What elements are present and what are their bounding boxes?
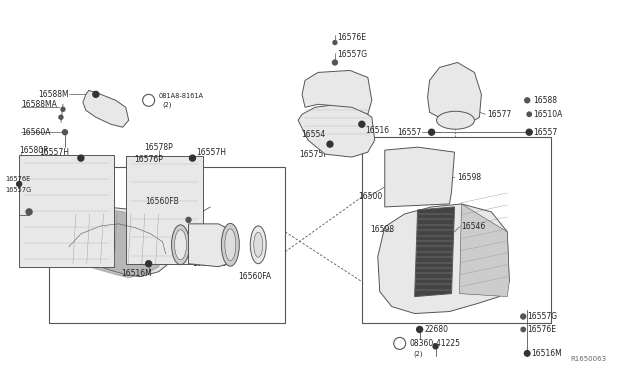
Text: 16598: 16598 xyxy=(370,225,394,234)
Circle shape xyxy=(521,314,525,319)
Circle shape xyxy=(526,129,532,135)
Text: 16557G: 16557G xyxy=(5,187,31,193)
Text: R1650063: R1650063 xyxy=(571,356,607,362)
Circle shape xyxy=(61,107,65,111)
Bar xyxy=(125,156,204,264)
Polygon shape xyxy=(298,104,375,157)
Text: 16588: 16588 xyxy=(533,96,557,105)
Circle shape xyxy=(327,141,333,147)
Circle shape xyxy=(93,92,99,97)
Circle shape xyxy=(525,98,530,103)
Polygon shape xyxy=(302,70,372,114)
Polygon shape xyxy=(59,207,171,277)
Circle shape xyxy=(63,130,67,135)
Ellipse shape xyxy=(436,111,474,129)
Circle shape xyxy=(332,60,337,65)
Text: 16560FA: 16560FA xyxy=(238,272,271,281)
Ellipse shape xyxy=(225,229,236,261)
Circle shape xyxy=(143,94,155,106)
Circle shape xyxy=(78,155,84,161)
Text: 08360-41225: 08360-41225 xyxy=(410,339,461,348)
Text: 16576P: 16576P xyxy=(134,155,163,164)
Circle shape xyxy=(186,217,191,222)
Circle shape xyxy=(359,121,365,127)
Text: 16575F: 16575F xyxy=(300,150,328,158)
Text: 16560FB: 16560FB xyxy=(146,198,179,206)
Text: 16578P: 16578P xyxy=(144,142,173,152)
Circle shape xyxy=(59,115,63,119)
Text: 16576E: 16576E xyxy=(5,176,31,182)
Circle shape xyxy=(394,337,406,349)
Polygon shape xyxy=(460,204,509,296)
Polygon shape xyxy=(428,62,481,124)
Bar xyxy=(49,167,285,324)
Circle shape xyxy=(524,350,530,356)
Text: 16557H: 16557H xyxy=(196,148,227,157)
Text: B: B xyxy=(147,98,151,103)
Circle shape xyxy=(417,327,422,333)
Text: 16580R: 16580R xyxy=(19,145,49,155)
Ellipse shape xyxy=(172,225,189,265)
Text: 16557H: 16557H xyxy=(39,148,69,157)
Polygon shape xyxy=(83,90,129,127)
Text: (2): (2) xyxy=(413,350,423,357)
Text: 16576E: 16576E xyxy=(337,33,366,42)
Circle shape xyxy=(26,209,32,215)
Text: 16557: 16557 xyxy=(533,128,557,137)
Ellipse shape xyxy=(221,223,239,266)
Text: 081A8-8161A: 081A8-8161A xyxy=(159,93,204,99)
Polygon shape xyxy=(415,207,454,296)
Text: 16560A: 16560A xyxy=(21,128,51,137)
Polygon shape xyxy=(385,147,454,207)
Text: 16516: 16516 xyxy=(365,126,389,135)
Text: 16577: 16577 xyxy=(488,110,511,119)
Text: 16588MA: 16588MA xyxy=(21,100,57,109)
Ellipse shape xyxy=(175,230,186,260)
Text: B: B xyxy=(397,341,402,346)
Text: 16598: 16598 xyxy=(458,173,482,182)
Circle shape xyxy=(189,155,195,161)
Text: 16516M: 16516M xyxy=(531,349,562,358)
Polygon shape xyxy=(378,204,509,314)
Text: 16588M: 16588M xyxy=(38,90,69,99)
Text: 16516M: 16516M xyxy=(122,269,152,278)
Ellipse shape xyxy=(253,232,262,257)
Text: 16557G: 16557G xyxy=(337,50,367,59)
Text: 22680: 22680 xyxy=(424,325,449,334)
Ellipse shape xyxy=(250,226,266,264)
Polygon shape xyxy=(189,224,230,267)
Circle shape xyxy=(521,327,525,332)
Text: 16510A: 16510A xyxy=(533,110,563,119)
Circle shape xyxy=(333,41,337,45)
Circle shape xyxy=(527,112,531,116)
Text: 16557G: 16557G xyxy=(527,312,557,321)
Text: 16557: 16557 xyxy=(397,128,422,137)
Text: 16500: 16500 xyxy=(358,192,382,202)
Bar xyxy=(19,155,114,267)
Circle shape xyxy=(146,261,152,267)
Bar xyxy=(362,137,551,324)
Text: 16560FC: 16560FC xyxy=(193,259,227,268)
Circle shape xyxy=(17,182,22,186)
Text: 16546: 16546 xyxy=(461,222,486,231)
Circle shape xyxy=(433,344,438,349)
Text: 16576E: 16576E xyxy=(527,325,556,334)
Text: 16554: 16554 xyxy=(301,130,325,139)
Polygon shape xyxy=(63,210,163,278)
Text: (2): (2) xyxy=(163,101,172,108)
Circle shape xyxy=(429,129,435,135)
